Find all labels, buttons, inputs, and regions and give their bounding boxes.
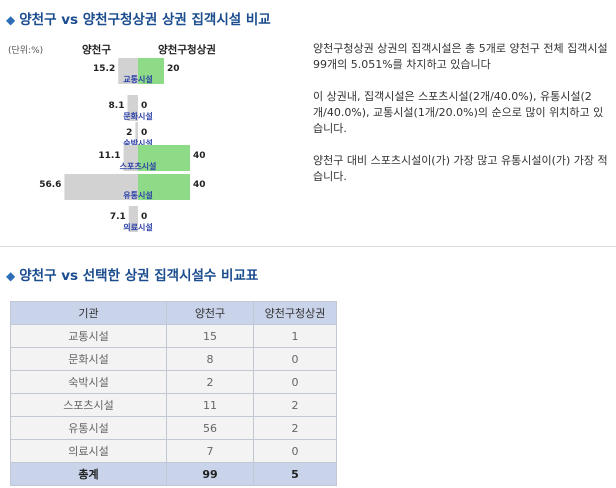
value-label-district-row-4: 40 — [193, 180, 206, 190]
description-paragraph-2: 이 상권내, 집객시설은 스포츠시설(2개/40.0%), 유통시설(2개/40… — [313, 90, 604, 135]
description-paragraph-1: 양천구청상권 상권의 집객시설은 총 5개로 양천구 전체 집객시설 99개의 … — [313, 42, 608, 71]
section-title-text: 양천구 vs 선택한 상권 집객시설수 비교표 — [19, 268, 259, 284]
value-label-yangcheon-row-2: 2 — [126, 128, 132, 138]
bar-yangcheon-row-1 — [127, 95, 138, 121]
category-label-row-1: 문화시설 — [123, 111, 152, 121]
table-cell-district: 0 — [253, 439, 337, 463]
value-label-district-row-0: 20 — [167, 64, 180, 74]
value-label-district-row-5: 0 — [141, 212, 147, 222]
table-cell-total-label: 총계 — [10, 462, 167, 486]
facility-count-table: 기관 양천구 양천구청상권 교통시설 15 1 문화시설 8 0 숙박시설 2 … — [10, 301, 337, 486]
table-row: 숙박시설 2 0 — [10, 370, 337, 394]
category-label-row-2: 숙박시설 — [123, 138, 152, 148]
description-paragraph-3: 양천구 대비 스포츠시설이(가) 가장 많고 유통시설이(가) 가장 적습니다. — [313, 154, 608, 183]
table-header-cell: 양천구청상권 — [253, 301, 337, 325]
bar-district-row-0 — [138, 58, 164, 84]
bar-yangcheon-row-4 — [64, 174, 138, 200]
category-label-row-5: 의료시설 — [123, 222, 152, 232]
table-cell-district: 2 — [253, 393, 337, 417]
table-cell-district: 2 — [253, 416, 337, 440]
table-cell-district: 1 — [253, 324, 337, 348]
table-cell-total-yangcheon: 99 — [166, 462, 254, 486]
diamond-bullet-icon: ◆ — [6, 269, 16, 283]
table-cell-facility: 스포츠시설 — [10, 393, 167, 417]
unit-label: (단위:%) — [8, 46, 44, 56]
table-cell-yangcheon: 15 — [166, 324, 254, 348]
table-cell-total-district: 5 — [253, 462, 337, 486]
bar-yangcheon-row-5 — [128, 206, 138, 232]
value-label-yangcheon-row-3: 11.1 — [98, 151, 120, 161]
table-row: 유통시설 56 2 — [10, 416, 337, 440]
table-cell-yangcheon: 8 — [166, 347, 254, 371]
bar-yangcheon-row-2 — [135, 122, 138, 148]
value-label-yangcheon-row-1: 8.1 — [109, 101, 125, 111]
table-cell-facility: 숙박시설 — [10, 370, 167, 394]
section-title-facility-comparison: ◆ 양천구 vs 양천구청상권 상권 집객시설 비교 — [6, 8, 271, 28]
table-cell-facility: 의료시설 — [10, 439, 167, 463]
value-label-district-row-3: 40 — [193, 151, 206, 161]
value-label-yangcheon-row-4: 56.6 — [39, 180, 61, 190]
value-label-district-row-1: 0 — [141, 101, 147, 111]
table-header-cell: 기관 — [10, 301, 167, 325]
bar-district-row-4 — [138, 174, 190, 200]
category-label-row-3: 스포츠시설 — [120, 161, 157, 171]
table-cell-district: 0 — [253, 347, 337, 371]
table-cell-yangcheon: 11 — [166, 393, 254, 417]
table-cell-yangcheon: 2 — [166, 370, 254, 394]
bar-yangcheon-row-0 — [118, 58, 138, 84]
section-title-text: 양천구 vs 양천구청상권 상권 집객시설 비교 — [19, 12, 271, 28]
section-title-facility-count-table: ◆ 양천구 vs 선택한 상권 집객시설수 비교표 — [6, 264, 258, 284]
table-cell-district: 0 — [253, 370, 337, 394]
chart-head-left: 양천구 — [82, 44, 111, 56]
table-row: 의료시설 7 0 — [10, 439, 337, 463]
table-cell-facility: 문화시설 — [10, 347, 167, 371]
value-label-yangcheon-row-5: 7.1 — [110, 212, 126, 222]
table-row: 교통시설 15 1 — [10, 324, 337, 348]
value-label-yangcheon-row-0: 15.2 — [93, 64, 115, 74]
table-cell-facility: 유통시설 — [10, 416, 167, 440]
table-cell-facility: 교통시설 — [10, 324, 167, 348]
value-label-district-row-2: 0 — [141, 128, 147, 138]
category-label-row-4: 유통시설 — [123, 190, 152, 200]
section-divider — [0, 246, 616, 247]
diamond-bullet-icon: ◆ — [6, 13, 16, 27]
table-row: 스포츠시설 11 2 — [10, 393, 337, 417]
chart-head-right: 양천구청상권 — [158, 44, 216, 56]
table-cell-yangcheon: 7 — [166, 439, 254, 463]
table-total-row: 총계 99 5 — [10, 462, 337, 486]
comparison-description: 양천구청상권 상권의 집객시설은 총 5개로 양천구 전체 집객시설 99개의 … — [313, 41, 613, 201]
table-row: 문화시설 8 0 — [10, 347, 337, 371]
bar-yangcheon-row-3 — [123, 145, 138, 171]
bar-district-row-3 — [138, 145, 190, 171]
table-header-row: 기관 양천구 양천구청상권 — [10, 301, 337, 325]
table-header-cell: 양천구 — [166, 301, 254, 325]
category-label-row-0: 교통시설 — [123, 74, 152, 84]
table-cell-yangcheon: 56 — [166, 416, 254, 440]
